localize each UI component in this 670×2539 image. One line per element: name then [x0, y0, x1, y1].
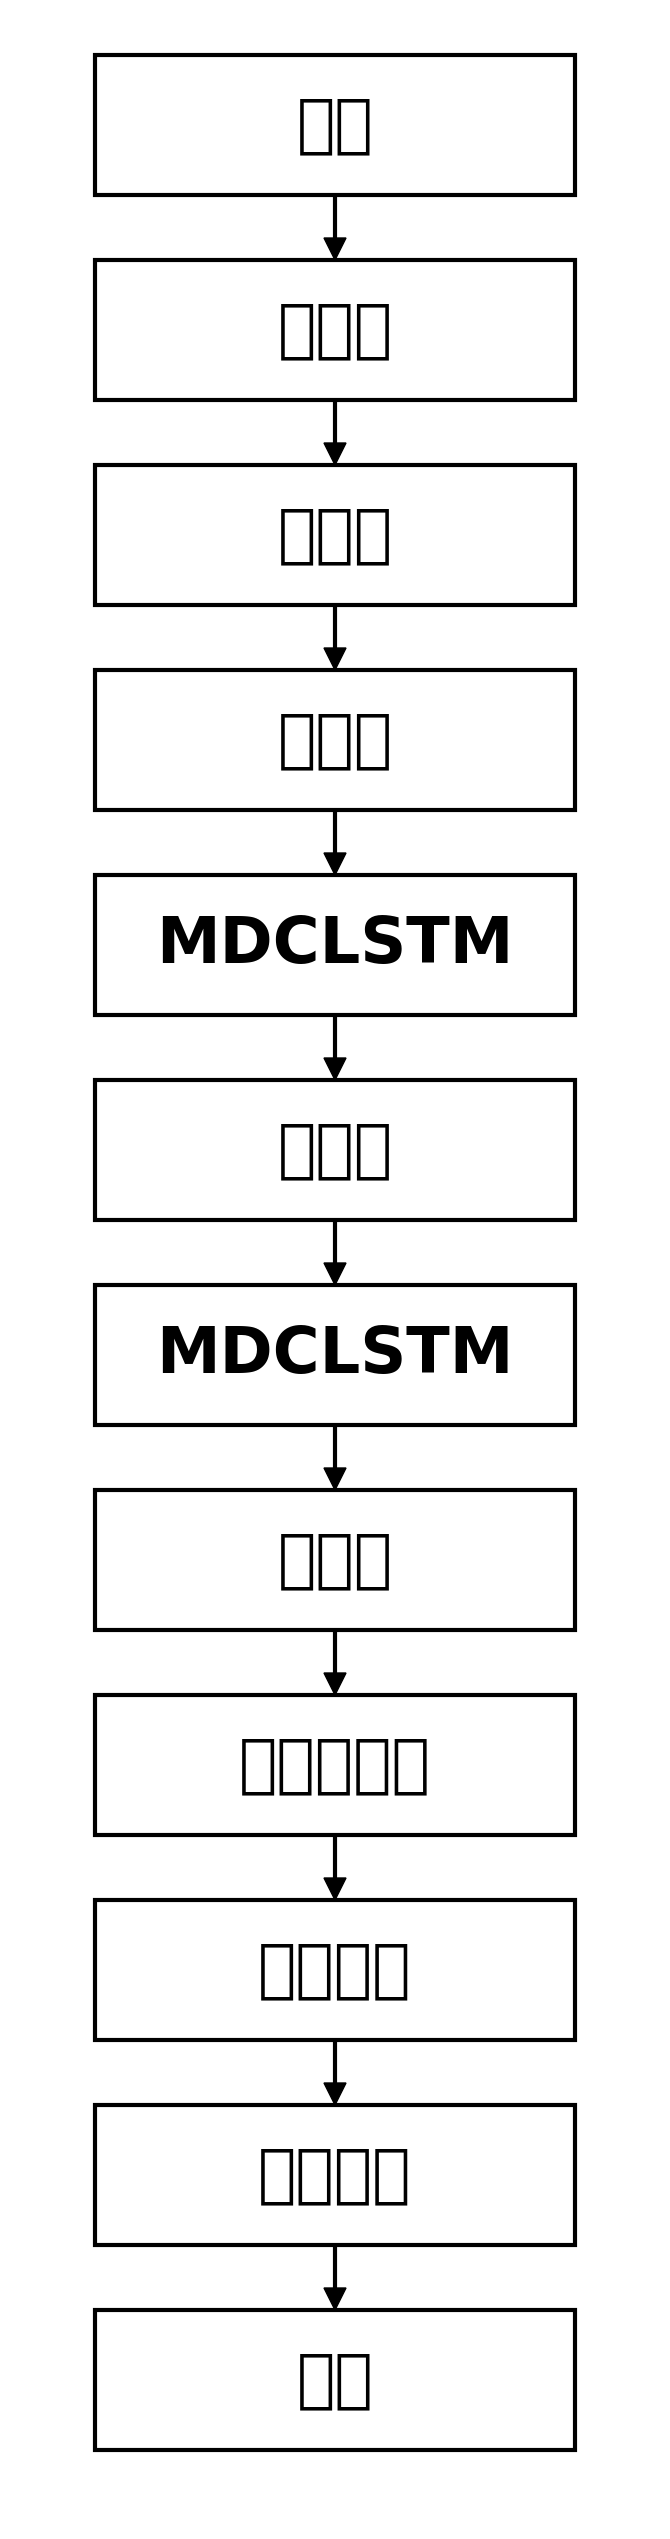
FancyBboxPatch shape — [95, 1696, 575, 1836]
Text: 全局池化层: 全局池化层 — [239, 1734, 431, 1795]
Text: MDCLSTM: MDCLSTM — [156, 1323, 514, 1386]
Text: 卷积层: 卷积层 — [277, 300, 393, 361]
FancyBboxPatch shape — [95, 2310, 575, 2450]
FancyBboxPatch shape — [95, 2105, 575, 2244]
Text: 输出: 输出 — [297, 2349, 373, 2412]
Text: 池化层: 池化层 — [277, 505, 393, 566]
Text: 密集块: 密集块 — [277, 708, 393, 772]
FancyBboxPatch shape — [95, 259, 575, 401]
Polygon shape — [324, 239, 346, 259]
Polygon shape — [324, 1262, 346, 1285]
Text: MDCLSTM: MDCLSTM — [156, 914, 514, 975]
Polygon shape — [324, 1879, 346, 1899]
Polygon shape — [324, 647, 346, 670]
Text: 密集块: 密集块 — [277, 1120, 393, 1181]
FancyBboxPatch shape — [95, 465, 575, 604]
Polygon shape — [324, 2082, 346, 2105]
Text: 激活函数: 激活函数 — [258, 2143, 412, 2206]
Text: 全连接层: 全连接层 — [258, 1940, 412, 2001]
Text: 密集块: 密集块 — [277, 1528, 393, 1592]
FancyBboxPatch shape — [95, 1079, 575, 1221]
Polygon shape — [324, 442, 346, 465]
FancyBboxPatch shape — [95, 876, 575, 1016]
Polygon shape — [324, 1468, 346, 1490]
FancyBboxPatch shape — [95, 56, 575, 196]
Polygon shape — [324, 853, 346, 876]
Polygon shape — [324, 2288, 346, 2310]
FancyBboxPatch shape — [95, 1285, 575, 1424]
Polygon shape — [324, 1059, 346, 1079]
FancyBboxPatch shape — [95, 670, 575, 810]
Text: 输入: 输入 — [297, 94, 373, 155]
Polygon shape — [324, 1673, 346, 1696]
FancyBboxPatch shape — [95, 1899, 575, 2039]
FancyBboxPatch shape — [95, 1490, 575, 1630]
